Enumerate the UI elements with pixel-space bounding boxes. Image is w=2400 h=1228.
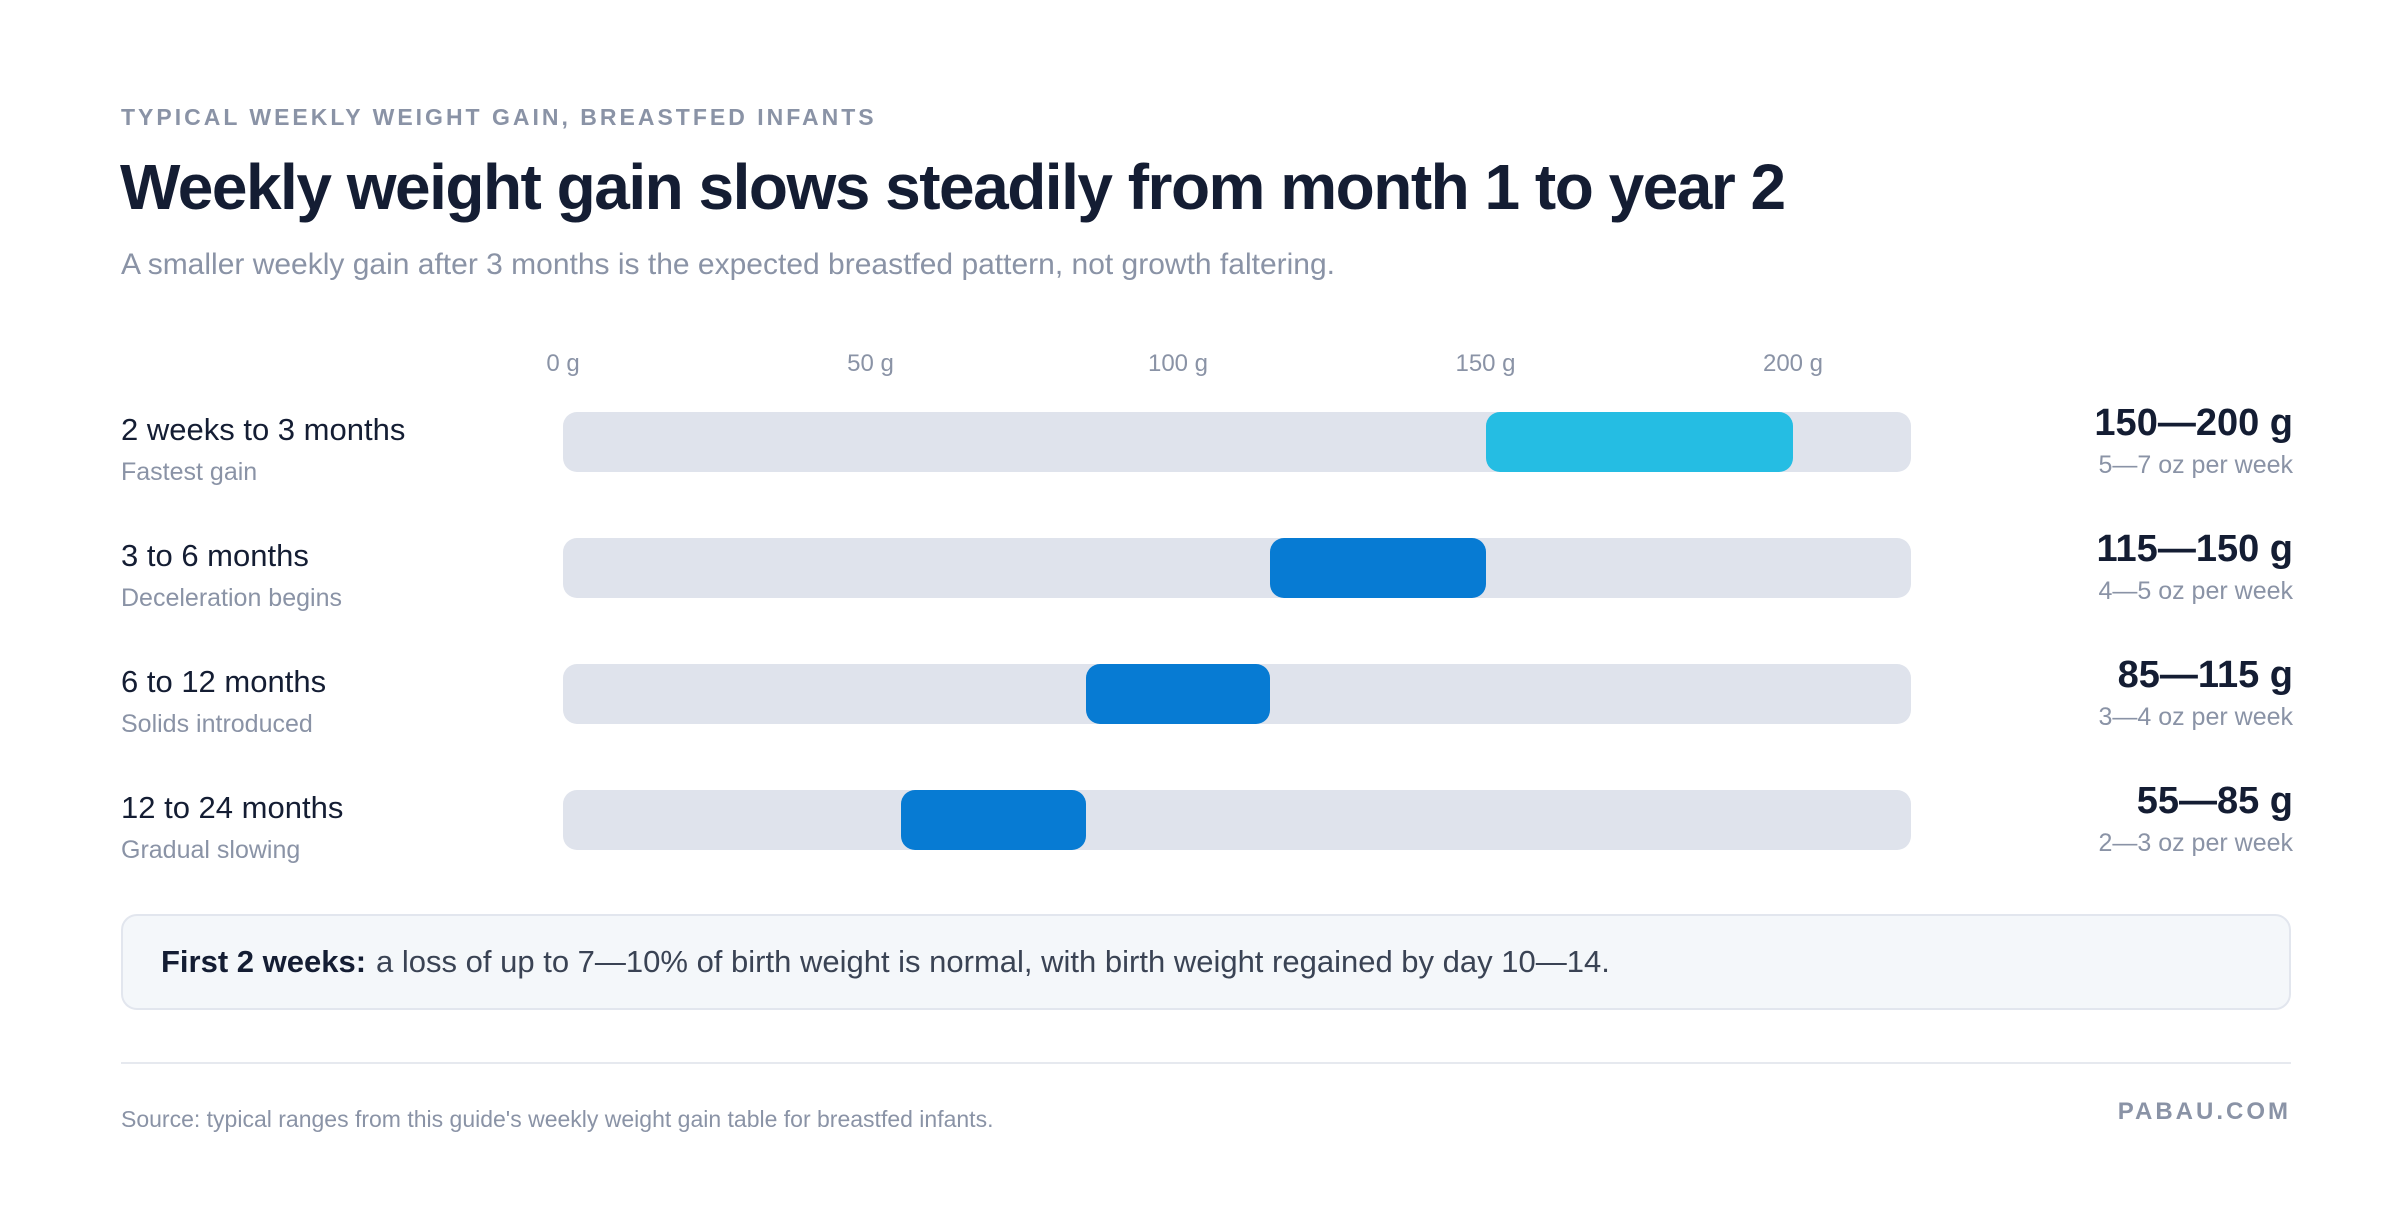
range-value: 115—150 g 4—5 oz per week bbox=[2097, 528, 2293, 606]
range-ounces-label: 2—3 oz per week bbox=[2098, 829, 2293, 857]
period-label: 3 to 6 months bbox=[121, 538, 309, 573]
period-note: Gradual slowing bbox=[121, 836, 301, 864]
range-ounces-label: 3—4 oz per week bbox=[2098, 703, 2293, 731]
axis-tick-label: 150 g bbox=[1455, 350, 1516, 377]
period-label: 12 to 24 months bbox=[121, 790, 344, 825]
range-bar bbox=[1085, 664, 1271, 724]
range-grams-label: 150—200 g bbox=[2094, 402, 2293, 444]
axis-tick-label: 50 g bbox=[847, 350, 894, 377]
eyebrow-label: TYPICAL WEEKLY WEIGHT GAIN, BREASTFED IN… bbox=[121, 104, 877, 130]
period-note: Solids introduced bbox=[121, 710, 313, 738]
range-bar bbox=[1485, 412, 1793, 472]
range-grams-label: 55—85 g bbox=[2136, 780, 2293, 822]
brand-logo: PABAU.COM bbox=[2117, 1098, 2291, 1125]
range-bar bbox=[901, 790, 1086, 850]
callout-lead: First 2 weeks: bbox=[161, 944, 367, 979]
row-label: 2 weeks to 3 months Fastest gain bbox=[121, 412, 405, 487]
bar-track bbox=[563, 790, 1911, 850]
source-note: Source: typical ranges from this guide's… bbox=[121, 1106, 994, 1132]
divider bbox=[121, 1062, 2291, 1064]
bar-track bbox=[563, 664, 1911, 724]
range-grams-label: 85—115 g bbox=[2117, 654, 2293, 696]
row-label: 12 to 24 months Gradual slowing bbox=[121, 790, 343, 865]
axis-tick-label: 0 g bbox=[546, 350, 580, 377]
range-value: 150—200 g 5—7 oz per week bbox=[2094, 402, 2293, 480]
row-label: 6 to 12 months Solids introduced bbox=[121, 664, 326, 739]
period-label: 2 weeks to 3 months bbox=[121, 412, 406, 447]
callout-text: a loss of up to 7—10% of birth weight is… bbox=[376, 944, 1610, 979]
range-ounces-label: 5—7 oz per week bbox=[2098, 451, 2293, 479]
bar-track bbox=[563, 412, 1911, 472]
period-label: 6 to 12 months bbox=[121, 664, 327, 699]
axis-tick-label: 100 g bbox=[1147, 350, 1209, 377]
row-label: 3 to 6 months Deceleration begins bbox=[121, 538, 342, 613]
axis-tick-label: 200 g bbox=[1762, 350, 1824, 377]
period-note: Deceleration begins bbox=[121, 584, 342, 612]
range-value: 85—115 g 3—4 oz per week bbox=[2098, 654, 2293, 732]
range-grams-label: 115—150 g bbox=[2096, 528, 2293, 570]
period-note: Fastest gain bbox=[121, 458, 258, 486]
page-title: Weekly weight gain slows steadily from m… bbox=[120, 151, 1786, 223]
range-ounces-label: 4—5 oz per week bbox=[2098, 577, 2293, 605]
page-subtitle: A smaller weekly gain after 3 months is … bbox=[121, 248, 1335, 281]
range-bar bbox=[1270, 538, 1486, 598]
bar-track bbox=[563, 538, 1911, 598]
range-value: 55—85 g 2—3 oz per week bbox=[2098, 780, 2293, 858]
callout-box: First 2 weeks: a loss of up to 7—10% of … bbox=[121, 914, 2291, 1010]
